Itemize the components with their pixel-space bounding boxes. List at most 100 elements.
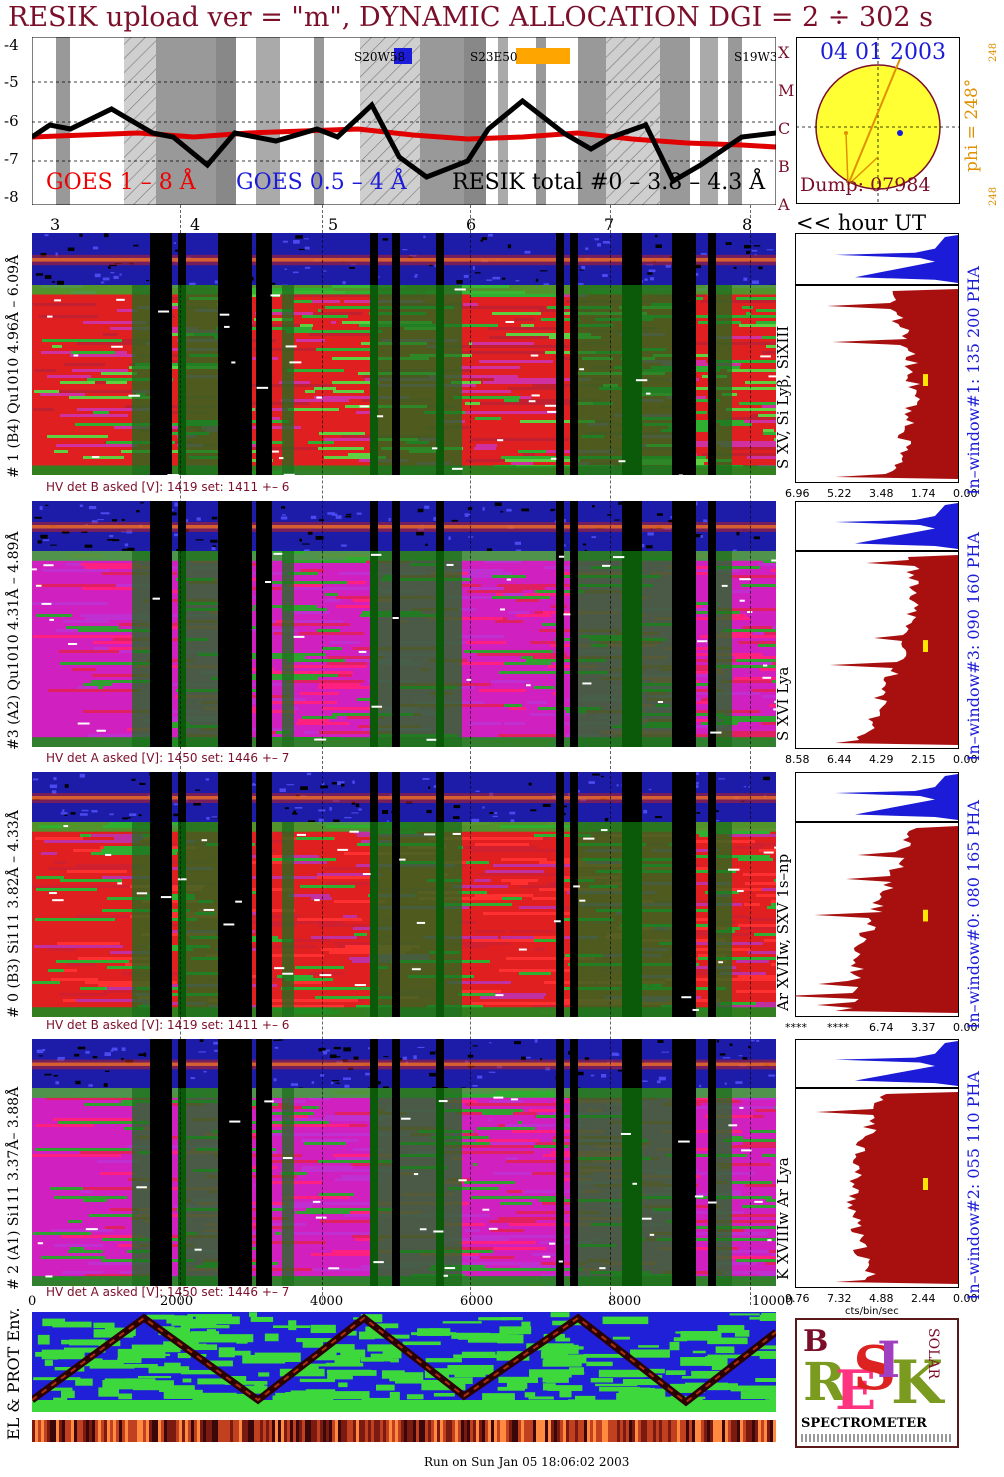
spectrogram-thumbnail <box>32 233 776 285</box>
pha-spectrum <box>795 551 959 749</box>
phi-tick-bottom: 248 <box>988 186 999 206</box>
class-x: X <box>778 43 790 62</box>
pha-tick: 3.37 <box>911 1021 936 1034</box>
pha-tick: 0.00 <box>953 1292 978 1305</box>
spectral-lines-label: Ar XVIIw, SXV 1s–np <box>774 853 792 1011</box>
spectrogram-thumbnail <box>32 501 776 551</box>
channel-label: # 2 (A1) Si111 3.37Å– 3.88Å <box>6 1086 22 1290</box>
x-tick: 6000 <box>460 1294 494 1309</box>
hour-gridline <box>322 205 323 1305</box>
hv-readout: HV det A asked [V]: 1450 set: 1446 +– 7 <box>46 751 290 765</box>
legend-goes-05-4: GOES 0.5 – 4 Å <box>236 170 407 195</box>
goes-lightcurve-plot: S20W58 S23E50 S19W37 <box>32 37 776 205</box>
pha-tick: **** <box>785 1021 807 1034</box>
pha-tick: 2.44 <box>911 1292 936 1305</box>
spectrogram-thumbnail <box>32 1039 776 1088</box>
observation-date: 04 01 2003 <box>820 40 946 65</box>
y-tick: -6 <box>4 112 19 130</box>
spectral-lines-label: S XVI Lya <box>774 666 792 741</box>
spectrogram-main <box>32 822 776 1017</box>
channel-label: # 0 (B3) Si111 3.82Å – 4.33Å <box>6 810 22 1018</box>
pha-tick: 4.88 <box>869 1292 894 1305</box>
environment-label: EL & PROT Env. <box>4 1307 23 1440</box>
class-m: M <box>778 81 795 100</box>
logo-fine-print <box>801 1434 951 1442</box>
hour-tick: 8 <box>742 215 753 234</box>
legend-goes-1-8: GOES 1 – 8 Å <box>46 170 196 195</box>
x-tick: 0 <box>28 1294 37 1309</box>
hour-tick: 5 <box>328 215 339 234</box>
hv-readout: HV det B asked [V]: 1419 set: 1411 +– 6 <box>46 1018 290 1032</box>
spectrogram-main <box>32 285 776 475</box>
region-label: S23E50 <box>470 50 518 64</box>
hour-gridline <box>180 205 181 1305</box>
x-tick: 8000 <box>608 1294 642 1309</box>
pha-tick: 5.22 <box>827 487 852 500</box>
pha-tick: 6.96 <box>785 487 810 500</box>
pha-tick: 7.32 <box>827 1292 852 1305</box>
phi-tick-top: 248 <box>988 42 999 62</box>
pha-spectrum <box>795 1088 959 1288</box>
pha-histogram <box>795 233 959 285</box>
channel-label: # 1 (B4) Qu1010 4.96Å – 6.09Å <box>6 254 22 478</box>
pha-tick: 4.29 <box>869 753 894 766</box>
hour-tick: 3 <box>50 215 61 234</box>
pha-histogram <box>795 501 959 551</box>
hour-axis-label: << hour UT <box>796 211 926 235</box>
pha-tick: 6.44 <box>827 753 852 766</box>
logo-letter-e: E <box>835 1358 877 1422</box>
chart-title: RESIK upload ver = "m", DYNAMIC ALLOCATI… <box>8 2 933 33</box>
class-a: A <box>778 195 790 214</box>
window-label: In–window#0: 080 165 PHA <box>964 800 983 1029</box>
window-label: In–window#3: 090 160 PHA <box>964 532 983 761</box>
spectrogram-main <box>32 1088 776 1286</box>
x-tick: 4000 <box>310 1294 344 1309</box>
pha-tick: 0.00 <box>953 1021 978 1034</box>
class-c: C <box>778 119 791 138</box>
pha-tick: 6.74 <box>869 1021 894 1034</box>
hour-tick: 7 <box>604 215 615 234</box>
spectrogram-thumbnail <box>32 772 776 822</box>
pha-unit-label: cts/bin/sec <box>845 1306 899 1317</box>
pha-tick: **** <box>827 1021 849 1034</box>
window-label: In–window#1: 135 200 PHA <box>964 266 983 495</box>
pha-histogram <box>795 1039 959 1088</box>
spectrogram-main <box>32 551 776 747</box>
logo-letter-r: R <box>803 1352 847 1413</box>
dump-number: Dump: 07984 <box>800 174 931 196</box>
environment-intensity-strip <box>32 1420 776 1442</box>
region-label: S19W37 <box>734 50 776 64</box>
spectral-lines-label: S XV, Si Lyβ, SiXIII <box>774 325 792 469</box>
pha-tick: 2.15 <box>911 753 936 766</box>
sun-disc-panel <box>796 37 960 204</box>
logo-letter-k: K <box>891 1348 944 1418</box>
pha-histogram <box>795 772 959 822</box>
y-tick: -8 <box>4 188 19 206</box>
hour-tick: 6 <box>466 215 477 234</box>
window-label: In–window#2: 055 110 PHA <box>964 1071 983 1300</box>
channel-label: #3 (A2) Qu1010 4.31Å – 4.89Å <box>6 531 22 750</box>
x-tick: 2000 <box>160 1294 194 1309</box>
pha-tick: 3.48 <box>869 487 894 500</box>
flare-class-scale: X M C B A <box>778 34 794 224</box>
class-b: B <box>778 157 790 176</box>
pha-tick: 9.76 <box>785 1292 810 1305</box>
hour-tick: 4 <box>190 215 201 234</box>
logo-letter-s: S <box>853 1334 897 1404</box>
run-timestamp: Run on Sun Jan 05 18:06:02 2003 <box>424 1455 630 1469</box>
pha-tick: 8.58 <box>785 753 810 766</box>
logo-solar: SOLAR <box>925 1328 941 1380</box>
region-label: S20W58 <box>354 50 405 64</box>
logo-bragg: B <box>803 1324 829 1359</box>
y-tick: -7 <box>4 150 19 168</box>
hour-gridline <box>610 205 611 1305</box>
y-tick: -4 <box>4 36 19 54</box>
phi-angle-label: phi = 248° <box>962 78 982 172</box>
pha-tick: 0.00 <box>953 753 978 766</box>
pha-tick: 0.00 <box>953 487 978 500</box>
hour-gridline <box>470 205 471 1305</box>
resik-logo: B R E S I K SOLAR SPECTROMETER <box>795 1318 959 1448</box>
y-tick: -5 <box>4 73 19 91</box>
hv-readout: HV det A asked [V]: 1450 set: 1446 +– 7 <box>46 1285 290 1299</box>
series-resik-total <box>32 97 776 185</box>
